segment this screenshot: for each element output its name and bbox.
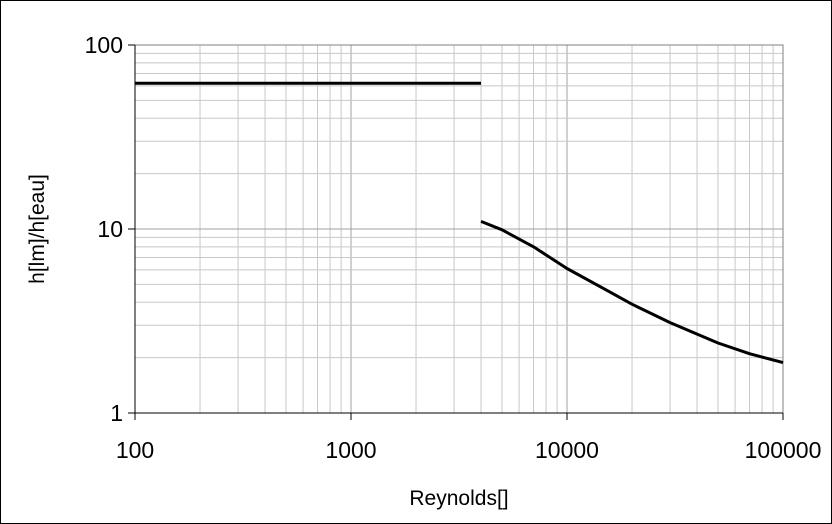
y-tick-labels: 1 10 100 [85,32,123,426]
y-tick-label: 100 [85,32,123,58]
series-group [135,81,784,365]
axes [128,44,784,420]
x-tick-label: 100 [116,437,154,463]
y-tick-label: 10 [97,216,123,242]
x-tick-label: 100000 [745,437,822,463]
series-line-2 [480,220,784,365]
x-axis-title: Reynolds[] [409,487,508,510]
y-tick-label: 1 [110,400,123,426]
x-tick-labels: 100 1000 10000 100000 [116,437,822,463]
x-tick-label: 1000 [325,437,376,463]
x-tick-label: 10000 [535,437,599,463]
grid [135,45,783,413]
y-axis-title: h[lm]/h[eau] [26,174,49,284]
